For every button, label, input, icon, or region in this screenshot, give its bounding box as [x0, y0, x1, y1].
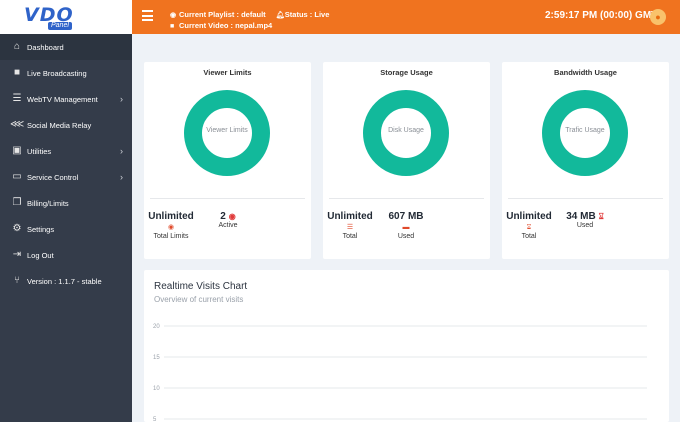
- storage-usage-card: Storage Usage Disk Usage Unlimited ☰ Tot…: [323, 62, 490, 259]
- sidebar-item-label: Dashboard: [27, 43, 64, 52]
- divider: [508, 198, 663, 199]
- stat-value-row: 2 ◉: [214, 211, 242, 222]
- eye-icon: ◉: [167, 224, 175, 231]
- card-title: Viewer Limits: [203, 68, 252, 77]
- video-camera-icon: ■: [13, 67, 21, 78]
- logout-icon: ⇥: [12, 249, 22, 260]
- sidebar-item-version: ⑂ Version : 1.1.7 - stable: [0, 268, 132, 294]
- y-tick-label: 10: [153, 386, 160, 392]
- code-branch-icon: ⑂: [14, 275, 20, 286]
- live-status: Status : Live: [284, 10, 330, 19]
- stat-value: 607 MB: [388, 211, 424, 222]
- chevron-right-icon: ›: [120, 172, 123, 182]
- chart-subtitle: Overview of current visits: [154, 295, 244, 304]
- eye-icon: ◉: [228, 212, 236, 221]
- card-title: Storage Usage: [380, 68, 433, 77]
- visits-line-chart: 20 15 10 5: [153, 324, 647, 422]
- divider: [150, 198, 305, 199]
- used-bandwidth-stat: 34 MB ⌛︎ Used: [564, 211, 606, 229]
- y-tick-label: 20: [153, 324, 160, 330]
- logo-area[interactable]: VDO Panel: [0, 0, 132, 34]
- realtime-visits-card: Realtime Visits Chart Overview of curren…: [144, 270, 669, 422]
- stat-value: Unlimited: [327, 211, 373, 222]
- sidebar-item-label: Live Broadcasting: [27, 69, 87, 78]
- sidebar-item-billing-limits[interactable]: ❐ Billing/Limits: [0, 190, 132, 216]
- total-bandwidth-stat: Unlimited ⌛︎ Total: [506, 211, 552, 240]
- divider: [329, 198, 484, 199]
- sidebar-item-label: Service Control: [27, 173, 79, 182]
- donut-center-label: Trafic Usage: [565, 127, 605, 134]
- total-limits-stat: Unlimited ◉ Total Limits: [148, 211, 194, 240]
- top-bar: VDO Panel ◉ Current Playlist : default 🔔︎…: [0, 0, 680, 34]
- stat-value: Unlimited: [506, 211, 552, 222]
- share-icon: ⋘: [10, 119, 25, 130]
- sidebar-item-social-media-relay[interactable]: ⋘ Social Media Relay: [0, 112, 132, 138]
- sidebar-item-settings[interactable]: ⚙ Settings: [0, 216, 132, 242]
- user-avatar-icon[interactable]: ●: [650, 9, 666, 25]
- stat-value: 34 MB: [566, 211, 596, 222]
- gears-icon: ⚙: [12, 223, 22, 234]
- y-tick-label: 5: [153, 417, 157, 422]
- sidebar-item-label: Billing/Limits: [27, 199, 69, 208]
- sidebar-item-log-out[interactable]: ⇥ Log Out: [0, 242, 132, 268]
- vdo-panel-logo[interactable]: VDO Panel: [24, 4, 90, 30]
- disk-usage-donut: [363, 90, 449, 176]
- copy-icon: ❐: [12, 197, 22, 208]
- stat-value: 2: [220, 211, 226, 222]
- sidebar-item-label: Settings: [27, 225, 55, 234]
- hdd-icon: ▬: [402, 224, 410, 231]
- viewer-limits-card: Viewer Limits Viewer Limits Unlimited ◉ …: [144, 62, 311, 259]
- stat-label: Used: [576, 222, 594, 229]
- donut-center-label: Viewer Limits: [206, 127, 248, 134]
- database-icon: ☰: [346, 224, 354, 231]
- sidebar-item-dashboard[interactable]: ⌂ Dashboard: [0, 34, 132, 60]
- sidebar-item-webtv-management[interactable]: ☰ WebTV Management ›: [0, 86, 132, 112]
- stat-label: Total Limits: [153, 233, 189, 240]
- used-storage-stat: 607 MB ▬ Used: [385, 211, 427, 240]
- stat-label: Total: [521, 233, 537, 240]
- chart-title: Realtime Visits Chart: [154, 281, 248, 292]
- total-storage-stat: Unlimited ☰ Total: [327, 211, 373, 240]
- viewer-limits-donut: [184, 90, 270, 176]
- current-video: Current Video : nepal.mp4: [179, 21, 273, 30]
- traffic-usage-donut: [542, 90, 628, 176]
- stat-value-row: 34 MB ⌛︎: [564, 211, 606, 222]
- chevron-right-icon: ›: [120, 94, 123, 104]
- sidebar-item-service-control[interactable]: ▭ Service Control ›: [0, 164, 132, 190]
- chevron-right-icon: ›: [120, 146, 123, 156]
- donut-center-label: Disk Usage: [388, 127, 424, 134]
- active-viewers-stat: 2 ◉ Active: [214, 211, 242, 229]
- sidebar-item-label: Utilities: [27, 147, 52, 156]
- sidebar: ⌂ Dashboard ■ Live Broadcasting ☰ WebTV …: [0, 34, 132, 422]
- rss-icon: ◉: [170, 12, 177, 19]
- menu-toggle-icon[interactable]: [142, 10, 153, 22]
- sidebar-item-utilities[interactable]: ▣ Utilities ›: [0, 138, 132, 164]
- list-icon: ☰: [12, 93, 22, 104]
- y-tick-label: 15: [153, 355, 160, 361]
- toolbox-icon: ▣: [12, 145, 22, 156]
- stream-status: ◉ Current Playlist : default 🔔︎Status : L…: [170, 10, 329, 32]
- hourglass-icon: ⌛︎: [526, 224, 532, 231]
- hourglass-icon: ⌛︎: [598, 212, 604, 221]
- laptop-icon: ▭: [12, 171, 22, 182]
- logo-text: VDO: [24, 4, 74, 26]
- card-title: Bandwidth Usage: [554, 68, 617, 77]
- sidebar-item-label: WebTV Management: [27, 95, 98, 104]
- stat-label: Used: [397, 233, 415, 240]
- server-clock: 2:59:17 PM (00:00) GMT: [545, 10, 658, 21]
- video-icon: ■: [170, 23, 175, 30]
- stat-label: Total: [342, 233, 358, 240]
- current-playlist: Current Playlist : default: [179, 10, 266, 19]
- stat-label: Active: [218, 222, 238, 229]
- sidebar-item-label: Log Out: [27, 251, 54, 260]
- stat-value: Unlimited: [148, 211, 194, 222]
- sidebar-item-live-broadcasting[interactable]: ■ Live Broadcasting: [0, 60, 132, 86]
- bell-icon: 🔔︎: [275, 12, 285, 19]
- sidebar-item-label: Social Media Relay: [27, 121, 92, 130]
- bandwidth-usage-card: Bandwidth Usage Trafic Usage Unlimited ⌛…: [502, 62, 669, 259]
- logo-subtext: Panel: [48, 22, 72, 30]
- version-label: Version : 1.1.7 - stable: [27, 277, 102, 286]
- home-icon: ⌂: [13, 41, 21, 52]
